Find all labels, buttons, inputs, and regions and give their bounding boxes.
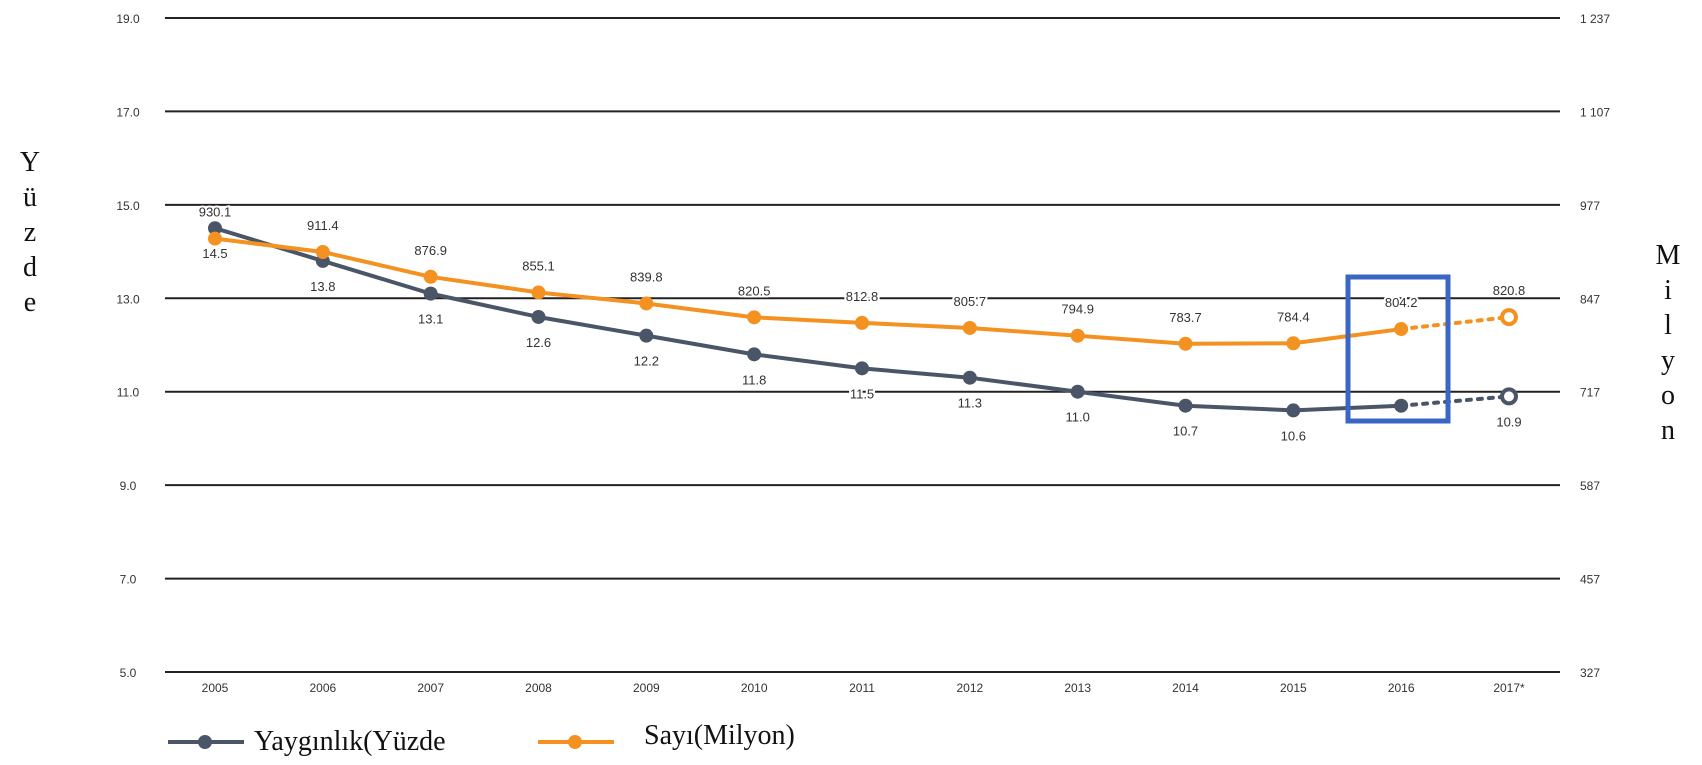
series-point (855, 315, 869, 330)
series-point (208, 221, 222, 236)
x-axis-ticks: 2005 2006 2007 2008 2009 2010 2011 2012 2013 2014… (202, 681, 1525, 695)
data-label: 839.8 (630, 269, 663, 284)
data-label: 10.6 (1281, 428, 1306, 443)
series-point (1286, 403, 1301, 418)
data-label: 11.8 (742, 372, 766, 387)
series-point (1070, 328, 1085, 343)
data-label: 12.2 (634, 354, 659, 369)
data-label: 13.8 (310, 279, 335, 294)
series-line (214, 236, 1402, 346)
legend-label-count: Sayı(Milyon) (644, 720, 795, 751)
left-tick-label: 5.0 (120, 666, 137, 680)
series-line-projected (1399, 394, 1511, 408)
highlight-box (1345, 274, 1451, 424)
legend-swatch-count (538, 735, 614, 749)
x-tick-label: 2015 (1280, 681, 1307, 695)
data-label: 930.1 (199, 205, 232, 220)
x-tick-label: 2009 (633, 681, 660, 695)
series-point (639, 296, 654, 311)
series-point (962, 320, 977, 335)
x-tick-label: 2016 (1388, 681, 1415, 695)
data-label: 11.5 (850, 386, 874, 401)
right-tick-label: 457 (1580, 573, 1600, 587)
legend-label-prevalence: Yaygınlık(Yüzde (254, 726, 446, 757)
series-point (1070, 384, 1085, 399)
data-label: 820.5 (738, 283, 771, 298)
x-tick-label: 2008 (525, 681, 552, 695)
x-tick-label: 2006 (309, 681, 336, 695)
left-tick-label: 19.0 (116, 12, 140, 26)
left-tick-label: 17.0 (116, 105, 140, 119)
series-point (639, 328, 654, 343)
x-tick-label: 2014 (1172, 681, 1199, 695)
series-line-projected (1399, 315, 1511, 332)
series-point (1394, 322, 1409, 337)
data-label: 911.4 (307, 218, 339, 233)
data-label: 13.1 (418, 312, 443, 327)
series-point (855, 361, 869, 376)
data-label: 10.7 (1173, 424, 1198, 439)
right-tick-label: 587 (1580, 479, 1600, 493)
series-point (423, 286, 438, 301)
x-tick-label: 2011 (849, 681, 875, 695)
series-point (531, 285, 546, 300)
legend-item-prevalence: Yaygınlık(Yüzde (168, 726, 446, 758)
data-label: 805.7 (954, 294, 987, 309)
data-labels: 14.5 13.8 13.1 12.6 12.2 11.8 11.5 11.3 11.0 10.7… (197, 203, 1528, 446)
data-label: 812.8 (846, 289, 879, 304)
data-label: 11.3 (958, 396, 982, 411)
series-point-projected (1500, 387, 1518, 406)
series-point (1394, 398, 1409, 413)
data-label: 783.7 (1169, 310, 1202, 325)
left-tick-label: 9.0 (120, 479, 137, 493)
data-label: 11.0 (1065, 410, 1089, 425)
data-label: 784.4 (1277, 309, 1310, 324)
left-tick-label: 13.0 (116, 292, 140, 306)
x-tick-label: 2010 (741, 681, 768, 695)
left-tick-label: 11.0 (117, 386, 140, 400)
left-axis-title: Y ü z d e (19, 147, 41, 318)
left-axis-ticks: 19.0 17.0 15.0 13.0 11.0 9.0 7.0 5.0 (116, 12, 140, 680)
right-axis-ticks: 1 237 1 107 977 847 717 587 457 327 (1580, 12, 1610, 680)
series-point (1178, 336, 1193, 351)
series-point (315, 245, 330, 260)
data-label: 10.9 (1496, 414, 1521, 429)
data-label: 794.9 (1061, 302, 1094, 317)
right-tick-label: 717 (1580, 386, 1600, 400)
right-tick-label: 327 (1580, 666, 1600, 680)
series-layer (208, 221, 1518, 418)
x-tick-label: 2005 (202, 681, 229, 695)
data-label: 820.8 (1493, 283, 1526, 298)
right-tick-label: 977 (1580, 199, 1600, 213)
data-label: 876.9 (414, 243, 447, 258)
series-point (531, 309, 546, 324)
series-point (208, 231, 222, 246)
right-tick-label: 1 107 (1580, 105, 1610, 119)
left-tick-label: 15.0 (116, 199, 140, 213)
series-point (423, 269, 438, 284)
series-line (214, 226, 1402, 413)
series-point (962, 370, 977, 385)
left-tick-label: 7.0 (120, 573, 137, 587)
legend-item-count: Sayı(Milyon) (538, 720, 795, 758)
x-tick-label: 2017* (1493, 681, 1525, 695)
series-point (1178, 398, 1193, 413)
legend-swatch-prevalence (168, 735, 244, 749)
x-tick-label: 2007 (417, 681, 444, 695)
series-point (747, 347, 762, 362)
data-label: 12.6 (526, 335, 551, 350)
grid-lines (165, 17, 1560, 673)
right-tick-label: 847 (1580, 292, 1600, 306)
data-label: 855.1 (522, 258, 555, 273)
x-tick-label: 2013 (1064, 681, 1091, 695)
series-point (747, 310, 762, 325)
x-tick-label: 2012 (956, 681, 983, 695)
series-point (1286, 336, 1301, 351)
data-label: 804.2 (1385, 295, 1418, 310)
right-tick-label: 1 237 (1580, 12, 1610, 26)
data-label: 14.5 (202, 246, 227, 261)
right-axis-title: M i l y o n (1655, 240, 1681, 446)
series-point-projected (1500, 308, 1518, 327)
